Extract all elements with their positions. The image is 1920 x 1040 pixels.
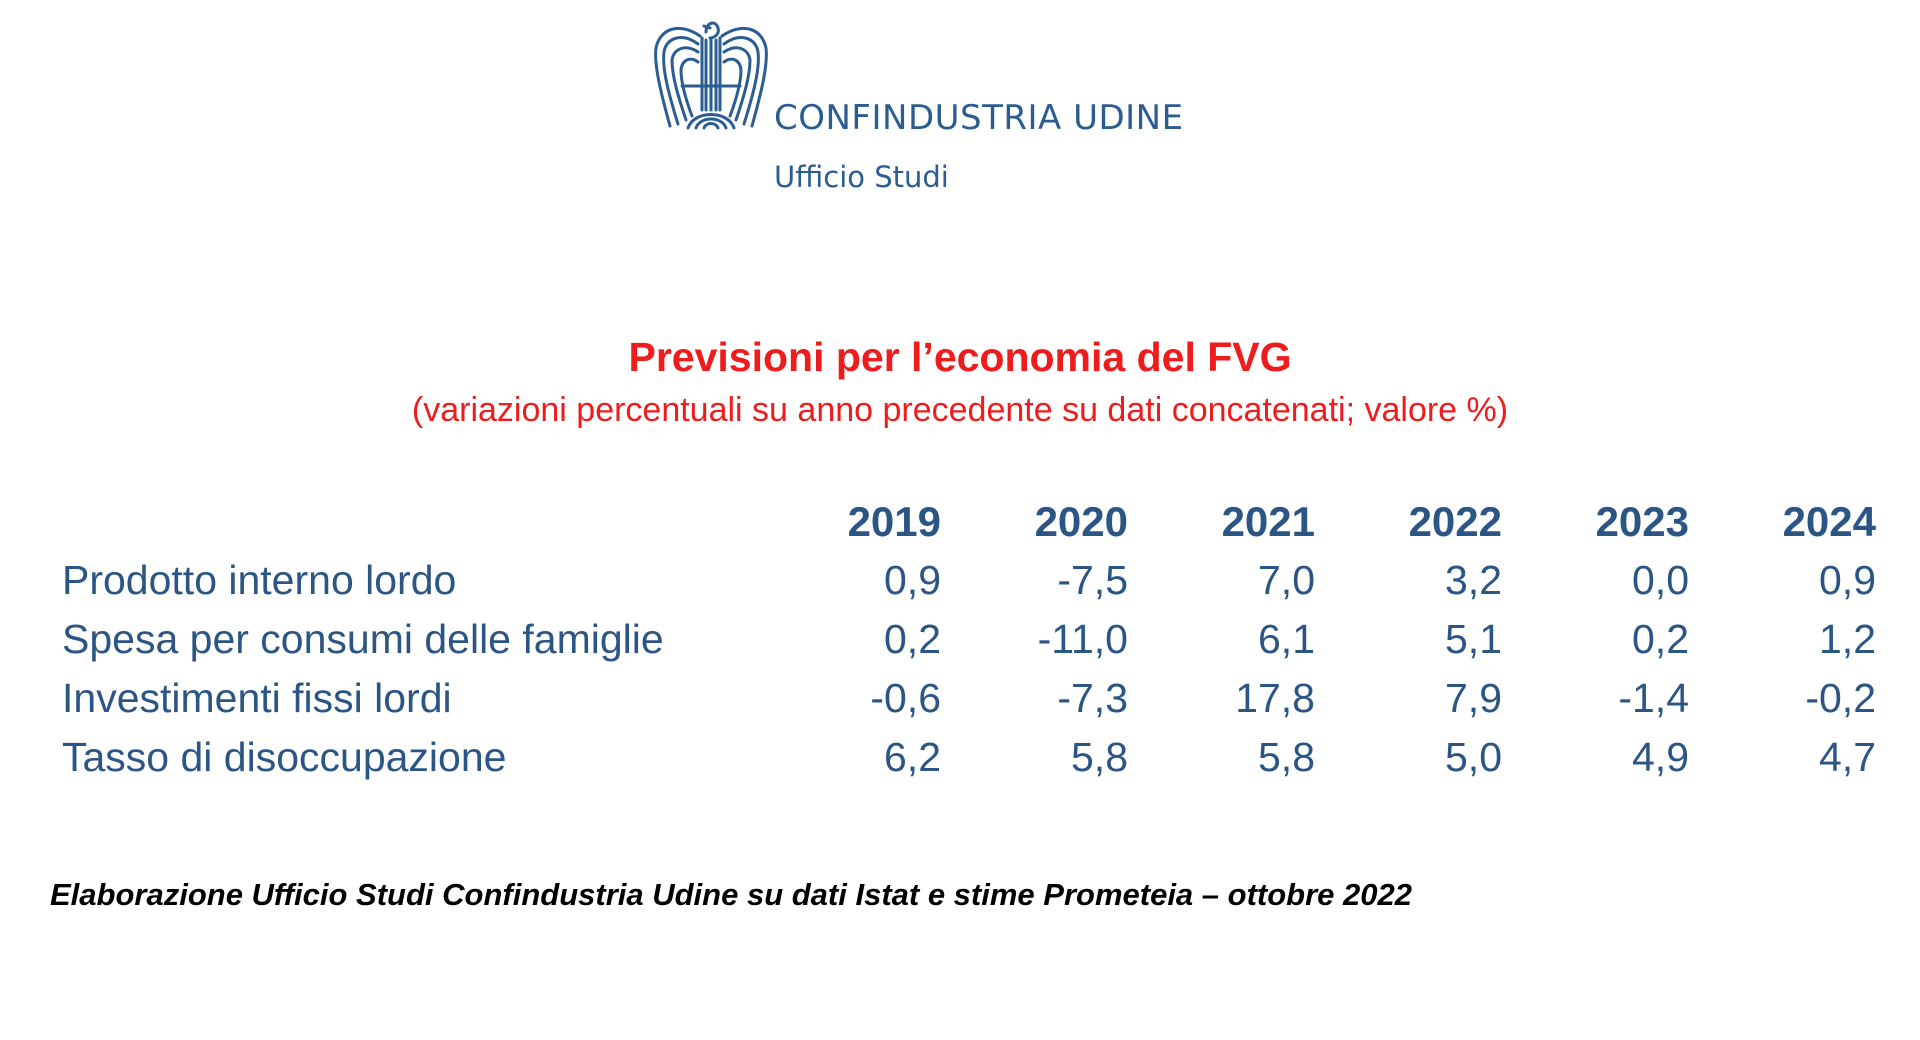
table-cell: 17,8 [1235,675,1315,721]
table-cell: 1,2 [1819,616,1876,662]
table-cell: 0,2 [884,616,941,662]
table-row: Investimenti fissi lordi -0,6 -7,3 17,8 … [62,669,1876,728]
table-cell: 6,1 [1258,616,1315,662]
table-cell: -7,5 [1057,557,1128,603]
table-cell: 0,0 [1632,557,1689,603]
year-header: 2022 [1408,498,1502,545]
table-cell: 7,9 [1445,675,1502,721]
page-subtitle: (variazioni percentuali su anno preceden… [411,391,1509,429]
table-cell: 6,2 [884,734,941,780]
year-header: 2023 [1595,498,1689,545]
row-label: Prodotto interno lordo [62,557,457,603]
table-cell: -0,2 [1805,675,1876,721]
organization-name: CONFINDUSTRIA UDINE [774,98,1184,138]
year-header: 2019 [847,498,941,545]
table-cell: 0,9 [1819,557,1876,603]
header-corner [62,492,754,551]
year-header: 2020 [1034,498,1128,545]
eagle-emblem-icon [654,21,768,130]
table-cell: 4,9 [1632,734,1689,780]
table-cell: 5,8 [1071,734,1128,780]
table-cell: 3,2 [1445,557,1502,603]
table-cell: -11,0 [1037,616,1128,662]
table-cell: 7,0 [1258,557,1315,603]
department-name: Ufficio Studi [774,160,949,194]
page-title: Previsioni per l’economia del FVG [628,334,1292,380]
table-cell: -0,6 [870,675,941,721]
table-row: Tasso di disoccupazione 6,2 5,8 5,8 5,0 … [62,728,1876,787]
table-header-row: 2019 2020 2021 2022 2023 2024 [62,492,1876,551]
source-note: Elaborazione Ufficio Studi Confindustria… [50,877,1412,912]
table-cell: 0,2 [1632,616,1689,662]
row-label: Tasso di disoccupazione [62,734,507,780]
row-label: Investimenti fissi lordi [62,675,452,721]
year-header: 2021 [1221,498,1315,545]
table-row: Prodotto interno lordo 0,9 -7,5 7,0 3,2 … [62,551,1876,610]
row-label: Spesa per consumi delle famiglie [62,616,664,662]
table-cell: 5,1 [1445,616,1502,662]
table-row: Spesa per consumi delle famiglie 0,2 -11… [62,610,1876,669]
table-cell: 5,0 [1445,734,1502,780]
confindustria-logo: CONFINDUSTRIA UDINE Ufficio Studi [650,14,1210,204]
table-cell: 0,9 [884,557,941,603]
table-cell: 5,8 [1258,734,1315,780]
table-cell: -1,4 [1618,675,1689,721]
forecast-table: 2019 2020 2021 2022 2023 2024 Prodotto i… [62,492,1876,787]
table-cell: 4,7 [1819,734,1876,780]
table-cell: -7,3 [1057,675,1128,721]
year-header: 2024 [1782,498,1876,545]
